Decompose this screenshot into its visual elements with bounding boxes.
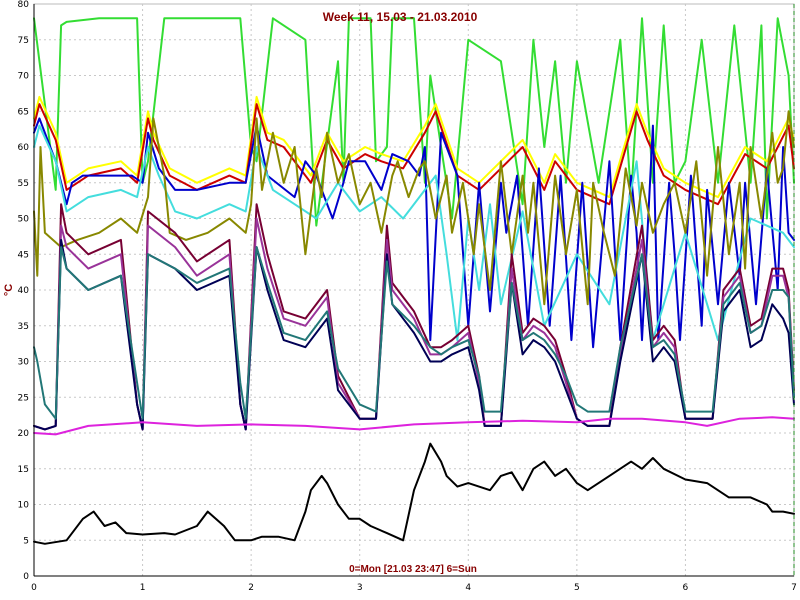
- y-tick-label: 20: [18, 429, 30, 439]
- y-tick-label: 40: [18, 286, 30, 296]
- x-tick-label: 6: [683, 583, 689, 593]
- y-tick-label: 80: [18, 0, 30, 10]
- x-tick-label: 2: [248, 583, 254, 593]
- chart-footer: 0=Mon [21.03 23:47] 6=Sun: [349, 564, 477, 575]
- x-tick-label: 5: [574, 583, 580, 593]
- y-tick-label: 0: [23, 572, 29, 582]
- series-line-11: [33, 416, 795, 436]
- y-tick-label: 50: [18, 215, 30, 225]
- y-tick-label: 10: [18, 501, 30, 511]
- x-tick-label: 7: [791, 583, 797, 593]
- x-tick-label: 3: [357, 583, 363, 593]
- series-line-5: [33, 124, 795, 342]
- chart-title: Week 11, 15.03 - 21.03.2010: [323, 10, 478, 24]
- series-line-10: [33, 246, 795, 420]
- y-tick-label: 30: [18, 358, 30, 368]
- x-tick-label: 4: [465, 583, 471, 593]
- series-group: [33, 17, 795, 545]
- series-line-6: [33, 110, 795, 306]
- y-tick-label: 45: [18, 250, 29, 260]
- y-tick-label: 65: [18, 107, 29, 117]
- grid: [34, 4, 794, 576]
- y-tick-label: 70: [18, 72, 30, 82]
- x-tick-label: 0: [31, 583, 37, 593]
- y-tick-label: 35: [18, 322, 29, 332]
- y-tick-label: 55: [18, 179, 29, 189]
- y-axis-label: °C: [3, 284, 15, 296]
- y-tick-label: 60: [18, 143, 30, 153]
- x-tick-label: 1: [140, 583, 146, 593]
- y-tick-label: 75: [18, 36, 29, 46]
- y-tick-label: 5: [23, 536, 29, 546]
- y-tick-label: 15: [18, 465, 29, 475]
- series-line-12: [33, 442, 795, 545]
- y-tick-label: 25: [18, 393, 29, 403]
